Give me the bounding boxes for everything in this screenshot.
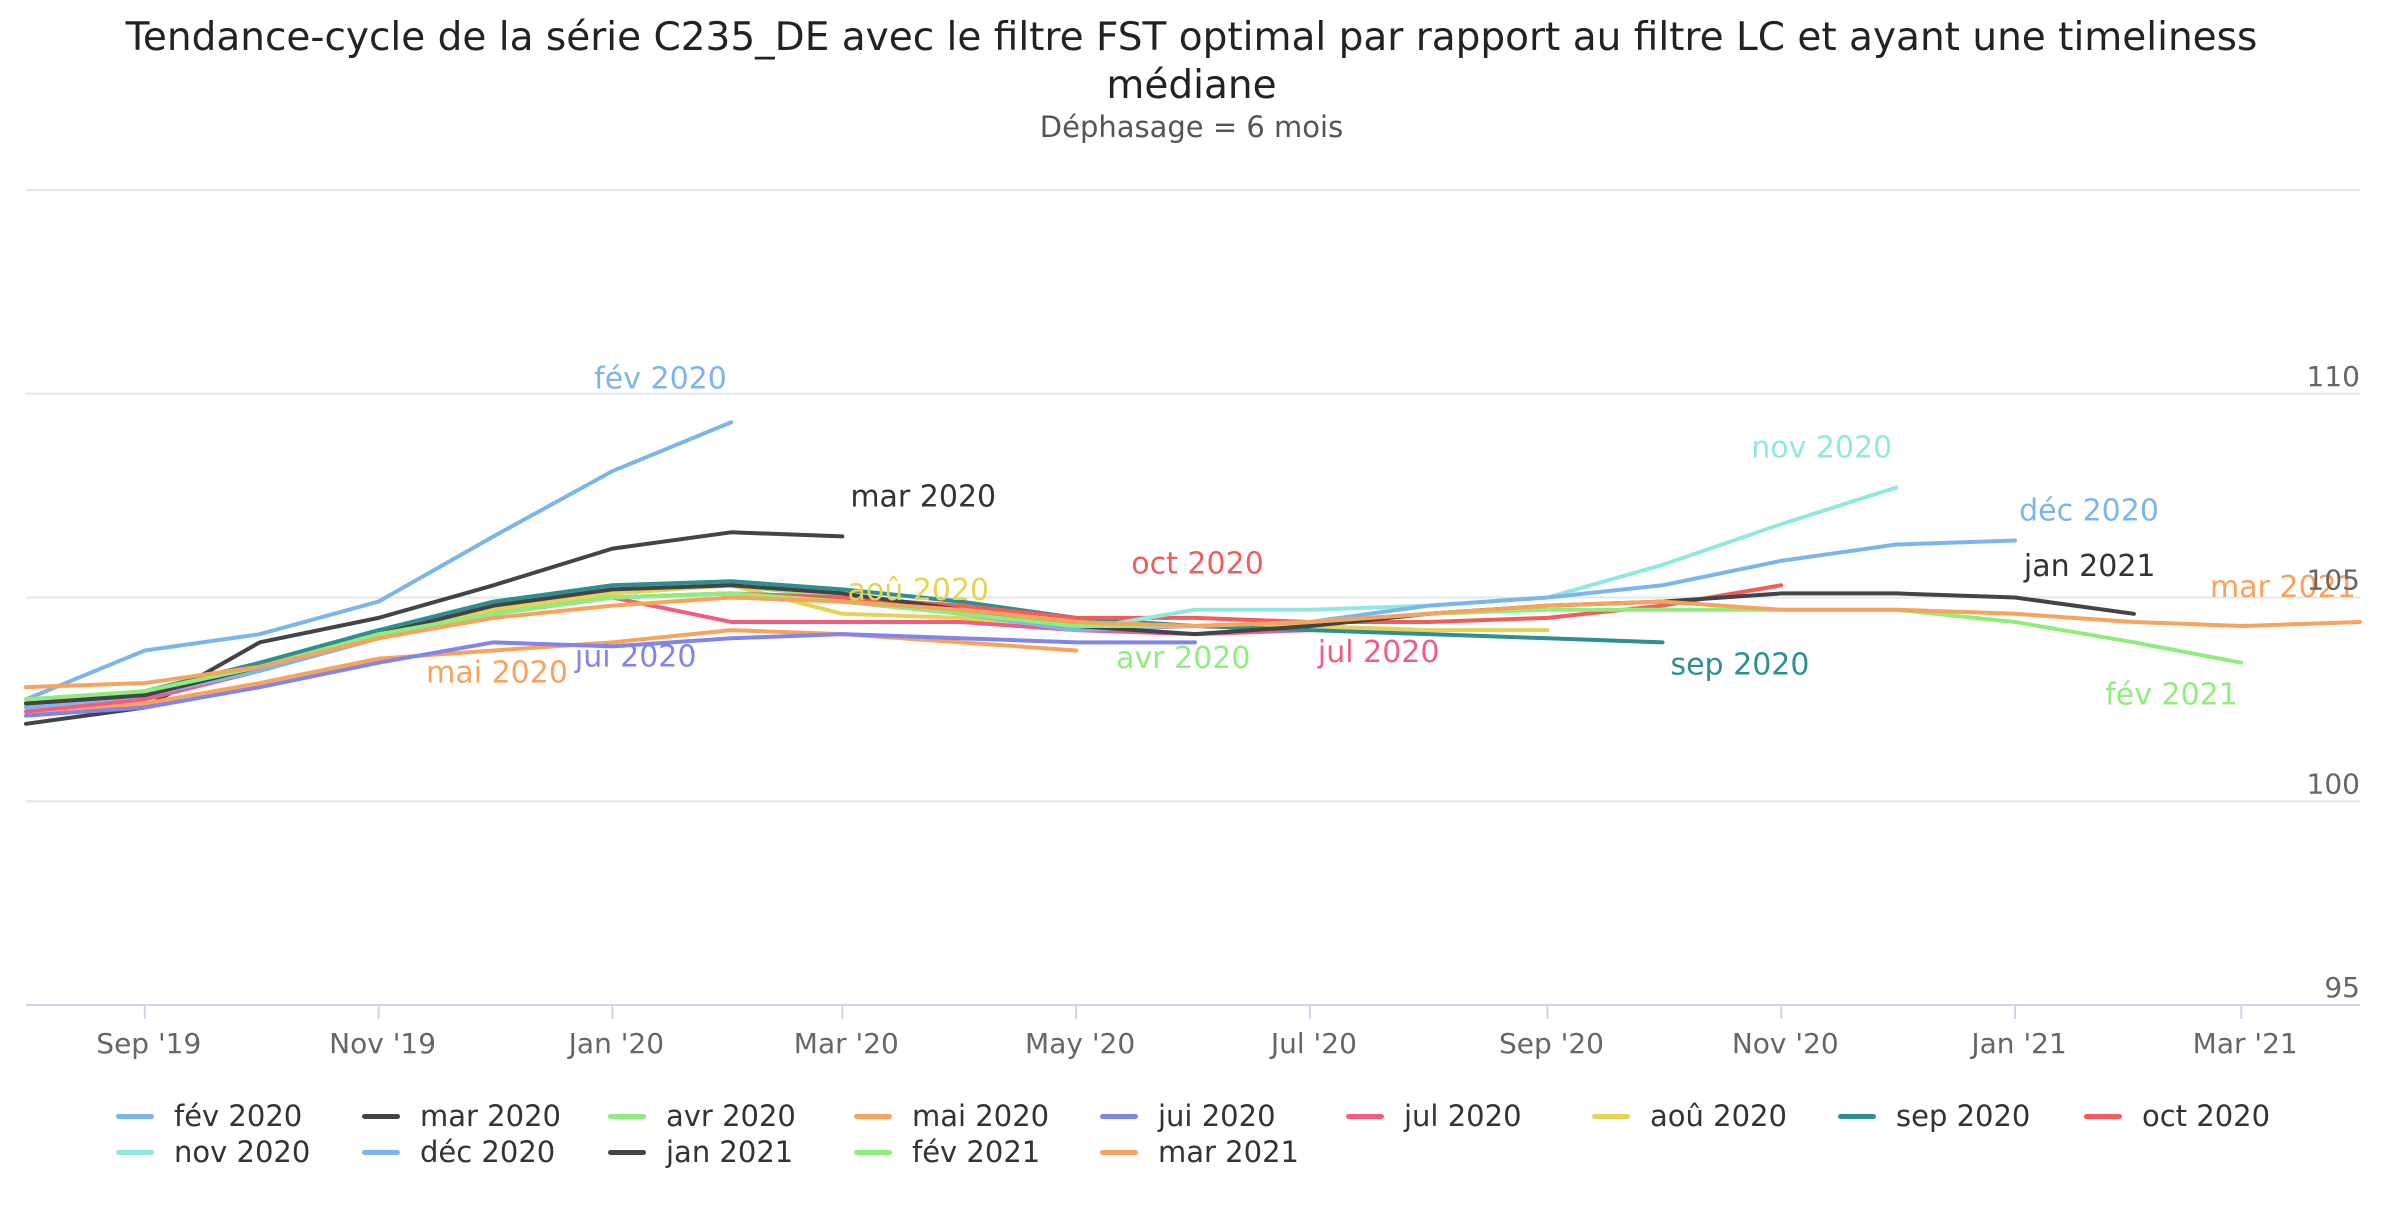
x-tick-label: May '20 [1025,1027,1135,1060]
grid-lines [26,189,2360,1019]
legend-label: fév 2021 [912,1135,1041,1169]
legend-swatch [1346,1113,1384,1119]
series-line[interactable] [24,632,1197,718]
legend-item[interactable]: sep 2020 [1822,1099,2068,1133]
legend-item[interactable]: mar 2020 [346,1099,592,1133]
legend-item[interactable]: jan 2021 [592,1135,838,1169]
legend-label: mai 2020 [912,1099,1050,1133]
x-tick-label: Nov '20 [1732,1027,1839,1060]
y-tick-label: 100 [2307,767,2360,800]
legend-item[interactable]: aoû 2020 [1576,1099,1822,1133]
series-annotation: fév 2020 [594,361,727,396]
series-annotations: fév 2020 mar 2020 avr 2020 mai 2020 jui 2020… [426,361,2356,712]
legend-swatch [854,1149,892,1155]
x-tick-label: Sep '20 [1499,1027,1604,1060]
series-annotation: mar 2021 [2210,570,2356,605]
legend-swatch [362,1149,400,1155]
x-tick-label: Jul '20 [1269,1027,1357,1060]
legend-swatch [1592,1113,1630,1119]
series-annotation: déc 2020 [2019,493,2159,528]
axis-labels: 95 100 105 110 Sep '19 Nov '19 Jan '20 Mar '20 M… [96,360,2360,1060]
legend-swatch [2084,1113,2122,1119]
legend-item[interactable]: fév 2020 [100,1099,346,1133]
x-tick-label: Jan '20 [567,1027,664,1060]
legend-item[interactable]: nov 2020 [100,1135,346,1169]
legend-swatch [116,1149,154,1155]
series-annotation: jan 2021 [2023,549,2156,584]
legend-swatch [1100,1113,1138,1119]
legend-label: mar 2021 [1158,1135,1299,1169]
legend-item[interactable]: déc 2020 [346,1135,592,1169]
x-tick-label: Mar '20 [794,1027,899,1060]
series-line[interactable] [24,595,2362,690]
series-annotation: fév 2021 [2105,678,2238,713]
series-line[interactable] [24,628,1079,718]
legend-row: nov 2020 déc 2020 jan 2021 fév 2021 mar 2021 [100,1134,2350,1170]
legend-item[interactable]: jul 2020 [1330,1099,1576,1133]
y-tick-label: 105 [2307,564,2360,597]
legend-label: mar 2020 [420,1099,561,1133]
legend-item[interactable]: jui 2020 [1084,1099,1330,1133]
series-line[interactable] [24,538,2018,710]
series-annotation: mar 2020 [850,479,996,514]
legend-swatch [116,1113,154,1119]
y-tick-label: 110 [2307,360,2360,393]
chart-title: Tendance-cycle de la série C235_DE avec … [125,15,2258,108]
legend-row: fév 2020 mar 2020 avr 2020 mai 2020 jui 2020… [100,1098,2350,1134]
series-annotation: aoû 2020 [848,573,990,608]
legend-label: aoû 2020 [1650,1099,1787,1133]
x-tick-label: Sep '19 [96,1027,201,1060]
series-line[interactable] [24,579,1665,710]
series-annotation: avr 2020 [1116,641,1250,676]
series-annotation: sep 2020 [1670,647,1809,682]
legend-label: sep 2020 [1896,1099,2031,1133]
legend-item[interactable]: mai 2020 [838,1099,1084,1133]
legend-label: jan 2021 [666,1135,794,1169]
legend-label: avr 2020 [666,1099,796,1133]
chart-subtitle: Déphasage = 6 mois [1039,110,1344,144]
series-annotation: jul 2020 [1317,635,1440,670]
legend-item[interactable]: avr 2020 [592,1099,838,1133]
legend: fév 2020 mar 2020 avr 2020 mai 2020 jui 2020… [100,1098,2350,1170]
legend-label: déc 2020 [420,1135,556,1169]
legend-swatch [362,1113,400,1119]
x-tick-label: Nov '19 [329,1027,436,1060]
legend-label: nov 2020 [174,1135,311,1169]
legend-swatch [608,1149,646,1155]
series-annotation: mai 2020 [426,655,568,690]
series-annotation: jui 2020 [574,639,697,674]
x-tick-label: Jan '21 [1969,1027,2066,1060]
legend-swatch [1100,1149,1138,1155]
series-annotation: oct 2020 [1131,546,1264,581]
legend-label: jui 2020 [1158,1099,1276,1133]
legend-swatch [1838,1113,1876,1119]
legend-item[interactable]: oct 2020 [2068,1099,2314,1133]
legend-label: oct 2020 [2142,1099,2271,1133]
series-line[interactable] [24,420,734,702]
legend-swatch [854,1113,892,1119]
legend-swatch [608,1113,646,1119]
series-annotation: nov 2020 [1751,430,1892,465]
legend-item[interactable]: mar 2021 [1084,1135,1330,1169]
legend-item[interactable]: fév 2021 [838,1135,1084,1169]
y-tick-label: 95 [2324,971,2360,1004]
legend-label: jul 2020 [1404,1099,1522,1133]
series-lines [24,420,2362,726]
legend-label: fév 2020 [174,1099,303,1133]
x-tick-label: Mar '21 [2193,1027,2298,1060]
